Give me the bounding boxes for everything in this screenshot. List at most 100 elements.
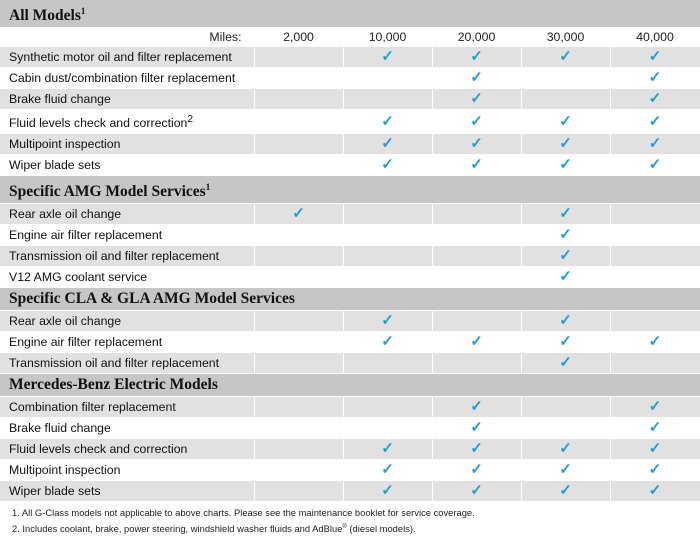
empty-cell <box>254 245 344 268</box>
check-icon: ✓ <box>432 154 522 177</box>
service-label-text: Rear axle oil change <box>9 207 122 222</box>
empty-cell <box>254 438 344 461</box>
miles-column-header: 40,000 <box>610 27 700 48</box>
check-icon: ✓ <box>343 109 433 135</box>
check-icon: ✓ <box>432 67 522 90</box>
empty-cell <box>254 310 344 333</box>
service-label: Transmission oil and filter replacement <box>0 352 255 375</box>
check-icon: ✓ <box>521 480 611 503</box>
check-icon: ✓ <box>521 459 611 482</box>
empty-cell <box>254 352 344 375</box>
footnotes: 1. All G-Class models not applicable to … <box>0 502 700 536</box>
service-label-text: Transmission oil and filter replacement <box>9 249 220 264</box>
check-icon: ✓ <box>521 352 611 375</box>
section-header: Specific AMG Model Services1 <box>0 175 700 205</box>
service-label: Multipoint inspection <box>0 459 255 482</box>
check-icon: ✓ <box>521 224 611 247</box>
table-row: Fluid levels check and correction2 ✓ ✓ ✓ ✓ <box>0 109 700 135</box>
table-row: Transmission oil and filter replacement ✓ <box>0 245 700 268</box>
empty-cell <box>343 245 433 268</box>
service-label-text: Rear axle oil change <box>9 314 122 329</box>
service-label-text: Wiper blade sets <box>9 484 101 499</box>
empty-cell <box>254 133 344 156</box>
section-title-text: All Models <box>9 7 81 25</box>
empty-cell <box>610 245 700 268</box>
check-icon: ✓ <box>610 396 700 419</box>
check-icon: ✓ <box>610 459 700 482</box>
check-icon: ✓ <box>610 88 700 111</box>
miles-column-header: 20,000 <box>432 27 522 48</box>
empty-cell <box>254 459 344 482</box>
check-icon: ✓ <box>432 396 522 419</box>
empty-cell <box>254 46 344 69</box>
check-icon: ✓ <box>432 109 522 135</box>
check-icon: ✓ <box>521 203 611 226</box>
check-icon: ✓ <box>343 459 433 482</box>
section-title: Specific CLA & GLA AMG Model Services <box>0 287 700 312</box>
empty-cell <box>343 67 433 90</box>
empty-cell <box>432 245 522 268</box>
check-icon: ✓ <box>343 310 433 333</box>
service-label-text: V12 AMG coolant service <box>9 270 148 285</box>
empty-cell <box>432 224 522 247</box>
service-label-text: Multipoint inspection <box>9 463 121 478</box>
check-icon: ✓ <box>432 331 522 354</box>
service-label-text: Combination filter replacement <box>9 400 176 415</box>
footnote-marker: 1 <box>205 182 211 193</box>
check-icon: ✓ <box>610 46 700 69</box>
service-label-text: Wiper blade sets <box>9 158 101 173</box>
check-icon: ✓ <box>610 67 700 90</box>
footnote-text: 1. All G-Class models not applicable to … <box>12 507 475 519</box>
footnote-marker: 1 <box>80 6 86 16</box>
service-label-text: Fluid levels check and correction <box>9 442 188 457</box>
empty-cell <box>610 224 700 247</box>
check-icon: ✓ <box>521 109 611 135</box>
service-label: Wiper blade sets <box>0 154 255 177</box>
empty-cell <box>254 396 344 419</box>
check-icon: ✓ <box>343 331 433 354</box>
check-icon: ✓ <box>432 438 522 461</box>
check-icon: ✓ <box>521 310 611 333</box>
table-row: Engine air filter replacement ✓ <box>0 224 700 247</box>
check-icon: ✓ <box>610 154 700 177</box>
empty-cell <box>610 310 700 333</box>
empty-cell <box>521 88 611 111</box>
empty-cell <box>343 352 433 375</box>
check-icon: ✓ <box>432 46 522 69</box>
check-icon: ✓ <box>432 459 522 482</box>
service-label: V12 AMG coolant service <box>0 266 255 289</box>
service-label-text: Cabin dust/combination filter replacemen… <box>9 71 236 86</box>
table-row: Transmission oil and filter replacement ✓ <box>0 352 700 375</box>
service-label: Multipoint inspection <box>0 133 255 156</box>
section-title: Specific AMG Model Services1 <box>0 175 700 205</box>
empty-cell <box>521 67 611 90</box>
empty-cell <box>610 203 700 226</box>
empty-cell <box>343 417 433 440</box>
table-row: Combination filter replacement ✓ ✓ <box>0 396 700 419</box>
section-header: Specific CLA & GLA AMG Model Services <box>0 287 700 312</box>
empty-cell <box>432 310 522 333</box>
check-icon: ✓ <box>521 46 611 69</box>
check-icon: ✓ <box>343 480 433 503</box>
empty-cell <box>432 266 522 289</box>
empty-cell <box>343 224 433 247</box>
check-icon: ✓ <box>432 480 522 503</box>
section-title: Mercedes-Benz Electric Models <box>0 373 700 398</box>
service-label-text: Engine air filter replacement <box>9 335 163 350</box>
service-label: Engine air filter replacement <box>0 331 255 354</box>
empty-cell <box>343 88 433 111</box>
section-title-text: Specific CLA & GLA AMG Model Services <box>9 290 295 308</box>
empty-cell <box>254 109 344 135</box>
footnote-marker: 2 <box>187 114 194 126</box>
table-row: Engine air filter replacement ✓ ✓ ✓ ✓ <box>0 331 700 354</box>
table-row: Fluid levels check and correction ✓ ✓ ✓ ✓ <box>0 438 700 461</box>
empty-cell <box>254 480 344 503</box>
section-title-text: Mercedes-Benz Electric Models <box>9 376 218 394</box>
table-row: Brake fluid change ✓ ✓ <box>0 88 700 111</box>
section-title: All Models1 <box>0 0 700 29</box>
check-icon: ✓ <box>610 438 700 461</box>
table-row: Brake fluid change ✓ ✓ <box>0 417 700 440</box>
check-icon: ✓ <box>610 133 700 156</box>
check-icon: ✓ <box>610 417 700 440</box>
table-row: Cabin dust/combination filter replacemen… <box>0 67 700 90</box>
